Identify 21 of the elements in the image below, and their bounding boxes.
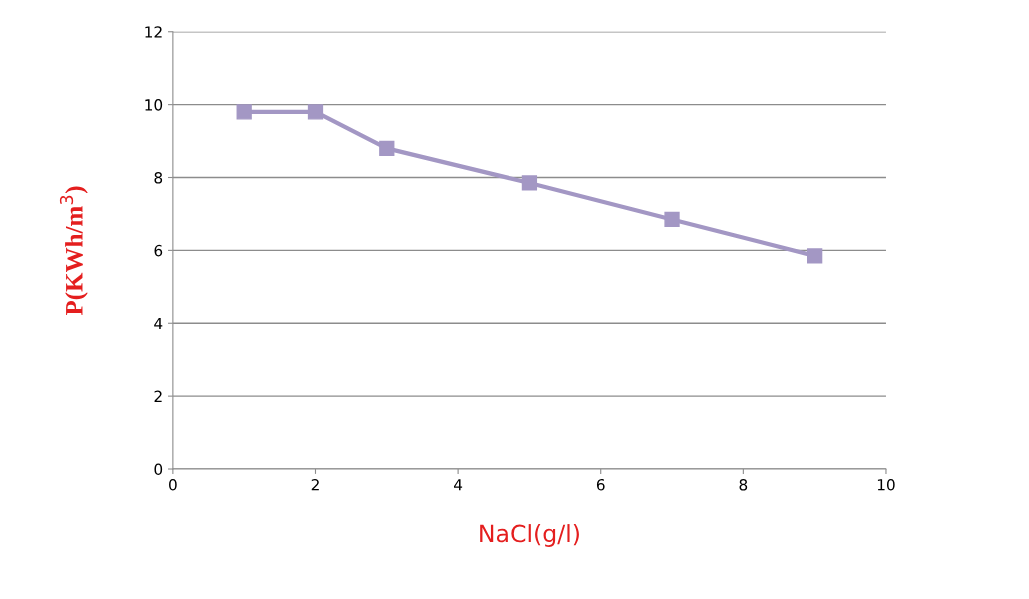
y-tick-label: 12: [145, 26, 162, 38]
point: [664, 211, 680, 228]
y-tick-label: 8: [154, 171, 163, 184]
y-tick-label: 4: [154, 317, 163, 330]
x-tick-label: 6: [596, 479, 605, 491]
point: [307, 104, 324, 120]
x-tick-label: 0: [169, 479, 177, 491]
point: [379, 140, 395, 156]
point: [807, 248, 823, 264]
y-tick-label: 10: [145, 99, 163, 111]
point: [236, 104, 252, 120]
point: [521, 175, 538, 191]
y-tick-label: 2: [154, 390, 162, 402]
x-tick-label: 2: [311, 479, 319, 491]
x-tick-label: 10: [877, 479, 895, 491]
y-axis-title: P(KWh/m$^{3}$): [59, 186, 88, 316]
x-tick-label: 8: [739, 479, 748, 491]
x-axis-title: NaCl(g/l): [480, 524, 579, 547]
y-tick-label: 0: [154, 463, 163, 476]
y-tick-label: 6: [154, 244, 163, 257]
x-tick-label: 4: [454, 479, 463, 491]
